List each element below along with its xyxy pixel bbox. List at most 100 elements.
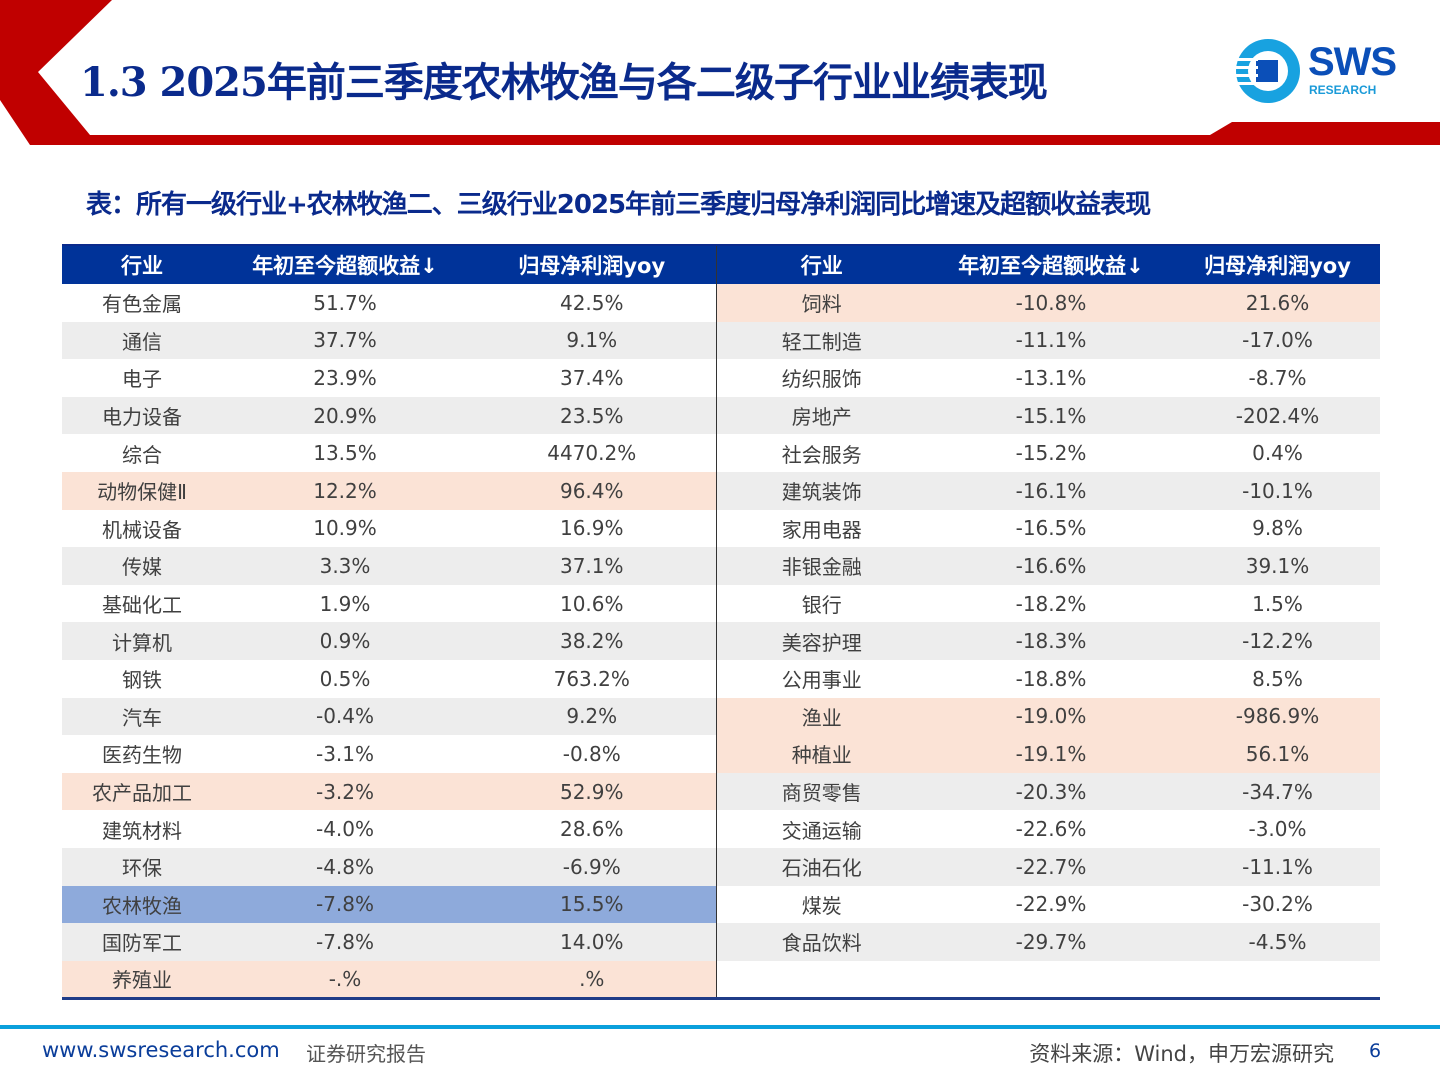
excess-return-cell: -18.8% [927,659,1175,698]
profit-yoy-cell: -10.1% [1175,471,1380,510]
industry-cell: 轻工制造 [715,321,927,360]
industry-cell: 建筑材料 [62,810,222,848]
excess-return-cell: 0.9% [222,622,468,660]
industry-cell: 钢铁 [62,659,222,698]
table-row: 机械设备 10.9% 16.9% 家用电器 -16.5% 9.8% [62,509,1380,548]
industry-performance-table: 行业 年初至今超额收益↓ 归母净利润yoy 行业 年初至今超额收益↓ 归母净利润… [62,244,1380,1000]
excess-return-cell: -15.1% [927,396,1175,435]
excess-return-cell: -13.1% [927,359,1175,397]
excess-return-cell: 0.5% [222,659,468,698]
excess-return-cell: -20.3% [927,772,1175,811]
industry-cell: 种植业 [715,735,927,773]
header-excess-return[interactable]: 年初至今超额收益↓ [222,244,468,284]
table-row: 计算机 0.9% 38.2% 美容护理 -18.3% -12.2% [62,622,1380,660]
excess-return-cell: -7.8% [222,923,468,961]
industry-cell: 煤炭 [715,885,927,924]
profit-yoy-cell: 28.6% [468,810,716,848]
excess-return-cell: 23.9% [222,359,468,397]
profit-yoy-cell: .% [468,960,716,1000]
excess-return-cell: 51.7% [222,284,468,322]
industry-cell: 综合 [62,434,222,472]
excess-return-cell: -29.7% [927,923,1175,961]
profit-yoy-cell: -11.1% [1175,847,1380,886]
industry-cell: 渔业 [715,697,927,736]
industry-cell: 计算机 [62,622,222,660]
profit-yoy-cell: 96.4% [468,471,716,510]
logo-text: SWS [1308,40,1397,84]
profit-yoy-cell: 37.1% [468,547,716,585]
industry-cell: 房地产 [715,396,927,435]
industry-cell: 社会服务 [715,434,927,472]
excess-return-cell: -15.2% [927,434,1175,472]
industry-cell: 饲料 [715,284,927,322]
profit-yoy-cell: 39.1% [1175,547,1380,585]
industry-cell: 石油石化 [715,847,927,886]
industry-cell: 传媒 [62,547,222,585]
excess-return-cell: -16.1% [927,471,1175,510]
profit-yoy-cell: -6.9% [468,847,716,886]
industry-cell: 环保 [62,847,222,886]
industry-cell: 建筑装饰 [715,471,927,510]
industry-cell: 医药生物 [62,735,222,773]
table-row: 电力设备 20.9% 23.5% 房地产 -15.1% -202.4% [62,396,1380,435]
table-row: 医药生物 -3.1% -0.8% 种植业 -19.1% 56.1% [62,735,1380,773]
profit-yoy-cell: -4.5% [1175,923,1380,961]
excess-return-cell: -.% [222,960,468,1000]
excess-return-cell: 12.2% [222,471,468,510]
website-link[interactable]: www.swsresearch.com [42,1038,280,1062]
profit-yoy-cell: 9.1% [468,321,716,360]
profit-yoy-cell: -8.7% [1175,359,1380,397]
industry-cell: 公用事业 [715,659,927,698]
excess-return-cell: -10.8% [927,284,1175,322]
table-row: 有色金属 51.7% 42.5% 饲料 -10.8% 21.6% [62,284,1380,322]
profit-yoy-cell: -34.7% [1175,772,1380,811]
table-row: 汽车 -0.4% 9.2% 渔业 -19.0% -986.9% [62,697,1380,736]
industry-cell: 商贸零售 [715,772,927,811]
page-title: 1.3 2025年前三季度农林牧渔与各二级子行业业绩表现 [80,59,1048,106]
excess-return-cell: 3.3% [222,547,468,585]
excess-return-cell: -16.6% [927,547,1175,585]
table-row: 环保 -4.8% -6.9% 石油石化 -22.7% -11.1% [62,847,1380,886]
table-row: 农产品加工 -3.2% 52.9% 商贸零售 -20.3% -34.7% [62,772,1380,811]
industry-cell: 国防军工 [62,923,222,961]
profit-yoy-cell: 42.5% [468,284,716,322]
table-row: 基础化工 1.9% 10.6% 银行 -18.2% 1.5% [62,584,1380,623]
profit-yoy-cell: -17.0% [1175,321,1380,360]
logo-subtext: RESEARCH [1309,83,1377,97]
industry-cell: 纺织服饰 [715,359,927,397]
profit-yoy-cell: 52.9% [468,772,716,811]
excess-return-cell: 13.5% [222,434,468,472]
excess-return-cell: -18.2% [927,584,1175,623]
profit-yoy-cell: 37.4% [468,359,716,397]
excess-return-cell: -16.5% [927,509,1175,548]
profit-yoy-cell: 9.8% [1175,509,1380,548]
excess-return-cell: -0.4% [222,697,468,736]
industry-cell: 养殖业 [62,960,222,1000]
profit-yoy-cell: 763.2% [468,659,716,698]
profit-yoy-cell: -3.0% [1175,810,1380,848]
excess-return-cell: -11.1% [927,321,1175,360]
profit-yoy-cell: 0.4% [1175,434,1380,472]
industry-cell: 通信 [62,321,222,360]
header-profit-yoy: 归母净利润yoy [468,244,716,284]
excess-return-cell: 20.9% [222,396,468,435]
industry-cell: 汽车 [62,697,222,736]
table-row: 建筑材料 -4.0% 28.6% 交通运输 -22.6% -3.0% [62,810,1380,848]
excess-return-cell: -4.8% [222,847,468,886]
profit-yoy-cell: 23.5% [468,396,716,435]
header-excess-return[interactable]: 年初至今超额收益↓ [927,244,1175,284]
profit-yoy-cell: -12.2% [1175,622,1380,660]
profit-yoy-cell: 15.5% [468,885,716,924]
excess-return-cell: 10.9% [222,509,468,548]
excess-return-cell [927,960,1175,1000]
profit-yoy-cell: 21.6% [1175,284,1380,322]
excess-return-cell: -3.1% [222,735,468,773]
profit-yoy-cell: 56.1% [1175,735,1380,773]
profit-yoy-cell [1175,960,1380,1000]
header-industry: 行业 [715,244,927,284]
excess-return-cell: -22.7% [927,847,1175,886]
table-row: 钢铁 0.5% 763.2% 公用事业 -18.8% 8.5% [62,659,1380,698]
excess-return-cell: -3.2% [222,772,468,811]
industry-cell: 家用电器 [715,509,927,548]
industry-cell: 电力设备 [62,396,222,435]
